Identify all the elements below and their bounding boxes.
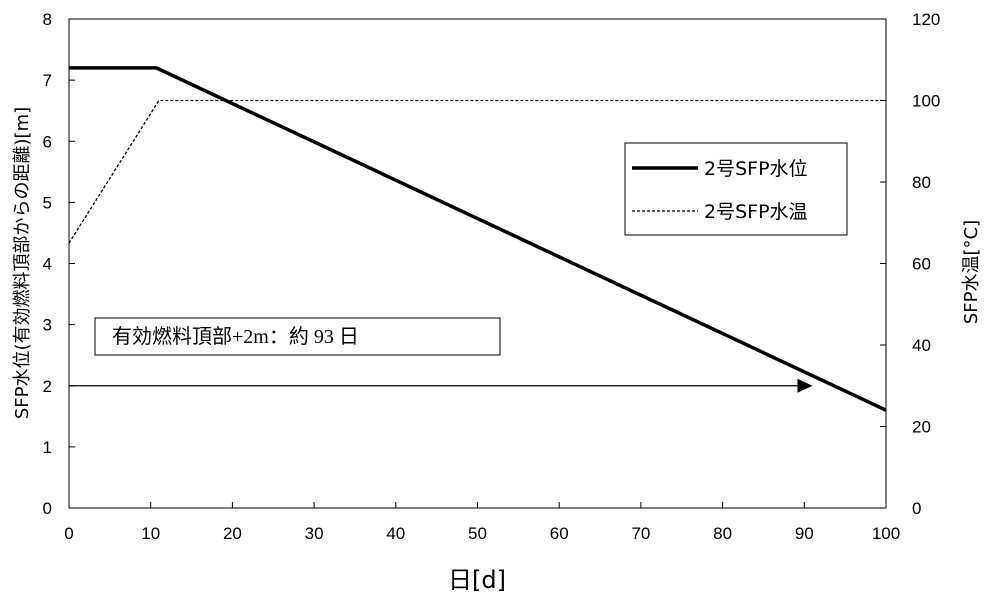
plot-area xyxy=(68,18,887,509)
y-axis-right-title: SFP水温[°C] xyxy=(961,220,982,324)
y-left-tick-label: 6 xyxy=(43,132,52,151)
y-left-tick-label: 5 xyxy=(43,193,52,212)
y-right-tick-label: 20 xyxy=(912,418,931,437)
x-tick-label: 60 xyxy=(550,524,569,543)
y-right-tick-label: 100 xyxy=(912,92,940,111)
x-tick-label: 80 xyxy=(713,524,732,543)
y-left-tick-label: 7 xyxy=(43,71,52,90)
x-tick-label: 10 xyxy=(141,524,160,543)
legend-label-water-temp: 2号SFP水温 xyxy=(704,201,808,223)
annotation-arrow-head xyxy=(797,378,813,393)
legend-label-water-level: 2号SFP水位 xyxy=(704,158,808,180)
y-right-tick-label: 0 xyxy=(912,499,921,518)
x-tick-label: 70 xyxy=(631,524,650,543)
y-right-tick-label: 40 xyxy=(912,336,931,355)
y-right-tick-label: 60 xyxy=(912,255,931,274)
x-tick-label: 0 xyxy=(64,524,73,543)
series-line-water-temp xyxy=(68,99,886,244)
x-tick-label: 90 xyxy=(795,524,814,543)
series-line-water-level xyxy=(69,66,887,412)
series-layer xyxy=(68,66,887,412)
y-axis-left-title: SFP水位(有効燃料頂部からの距離)[m] xyxy=(12,107,33,419)
y-left-tick-label: 0 xyxy=(43,499,52,518)
x-axis-title: 日[d] xyxy=(448,566,506,594)
y-left-tick-label: 3 xyxy=(43,316,52,335)
y-left-tick-label: 1 xyxy=(43,438,52,457)
legend-box xyxy=(624,142,848,236)
x-tick-label: 40 xyxy=(386,524,405,543)
x-tick-label: 50 xyxy=(468,524,487,543)
annotation-text: 有効燃料頂部+2m：約 93 日 xyxy=(112,325,359,348)
annotation-arrow xyxy=(69,378,813,393)
x-tick-label: 30 xyxy=(305,524,324,543)
y-left-tick-label: 8 xyxy=(43,10,52,29)
y-axis-right-ticks: 0 20 40 60 80 100 120 xyxy=(880,10,940,518)
y-axis-left-ticks: 0 1 2 3 4 5 6 7 8 xyxy=(43,10,75,518)
x-tick-label: 20 xyxy=(223,524,242,543)
y-left-tick-label: 4 xyxy=(43,255,52,274)
y-right-tick-label: 120 xyxy=(912,10,940,29)
annotation-box xyxy=(94,317,501,356)
y-left-tick-label: 2 xyxy=(43,377,52,396)
y-right-tick-label: 80 xyxy=(912,173,931,192)
x-tick-label: 100 xyxy=(872,524,900,543)
x-axis-ticks: 0 10 20 30 40 50 60 70 80 90 100 xyxy=(64,502,900,543)
